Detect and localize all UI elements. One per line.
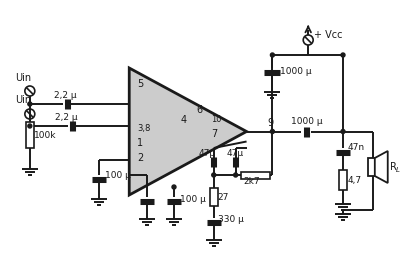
- Circle shape: [270, 53, 274, 57]
- Text: L: L: [396, 167, 400, 173]
- Bar: [210, 188, 218, 206]
- Text: 100 µ: 100 µ: [180, 195, 206, 203]
- Text: 9: 9: [268, 118, 274, 128]
- Polygon shape: [129, 68, 246, 195]
- Text: 47µ: 47µ: [199, 150, 216, 158]
- Circle shape: [172, 185, 176, 189]
- Bar: [240, 171, 270, 179]
- Text: 100k: 100k: [34, 131, 56, 139]
- Text: Uin: Uin: [15, 95, 31, 105]
- Text: 2: 2: [137, 153, 144, 163]
- Bar: [339, 170, 347, 190]
- Text: 330 µ: 330 µ: [218, 215, 244, 225]
- Text: 1: 1: [137, 138, 143, 148]
- Circle shape: [270, 130, 274, 134]
- Text: 4: 4: [181, 115, 187, 125]
- Text: 2,2 µ: 2,2 µ: [54, 90, 76, 100]
- Text: + Vcc: + Vcc: [314, 30, 343, 40]
- Text: R: R: [390, 162, 396, 172]
- Circle shape: [341, 130, 345, 134]
- Circle shape: [28, 102, 32, 106]
- Circle shape: [28, 124, 32, 128]
- Text: 1000 µ: 1000 µ: [291, 118, 323, 126]
- Circle shape: [212, 173, 216, 177]
- Text: 7: 7: [211, 129, 217, 139]
- Text: 47µ: 47µ: [227, 150, 244, 158]
- Text: 10: 10: [211, 116, 221, 124]
- Bar: [26, 122, 34, 148]
- Text: Uin: Uin: [15, 73, 31, 83]
- Circle shape: [234, 173, 238, 177]
- Text: 5: 5: [137, 79, 144, 89]
- Text: 6: 6: [197, 105, 203, 115]
- Bar: [368, 158, 375, 176]
- Text: 27: 27: [218, 193, 229, 201]
- Text: 1000 µ: 1000 µ: [280, 68, 312, 76]
- Text: 47n: 47n: [348, 144, 365, 152]
- Text: 2k7: 2k7: [244, 178, 260, 186]
- Polygon shape: [375, 151, 388, 183]
- Text: 2,2 µ: 2,2 µ: [55, 114, 77, 122]
- Text: 100 µ: 100 µ: [105, 170, 131, 180]
- Text: 4,7: 4,7: [348, 176, 362, 184]
- Circle shape: [341, 53, 345, 57]
- Text: 3,8: 3,8: [137, 123, 150, 133]
